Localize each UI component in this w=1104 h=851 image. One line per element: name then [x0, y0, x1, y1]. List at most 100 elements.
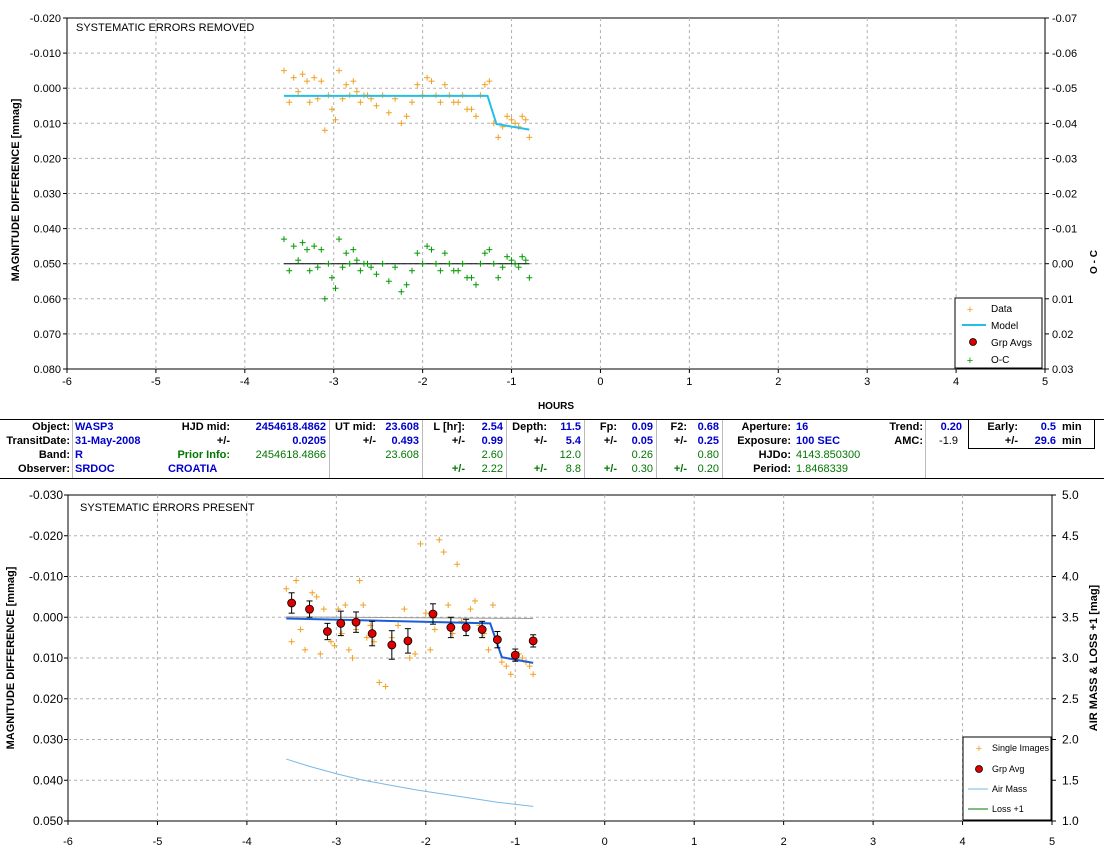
group-average-point — [287, 598, 297, 608]
ut-mid-value: 23.608 — [385, 421, 419, 433]
early-error-unit: min — [1062, 435, 1082, 447]
pm-label: +/- — [451, 463, 465, 475]
early-label: Early: — [987, 421, 1018, 433]
fp-value: 0.09 — [631, 421, 653, 433]
group-average-point — [528, 636, 538, 646]
y2-tick-label: 0.01 — [1052, 294, 1073, 306]
x-tick-label: 3 — [864, 376, 870, 388]
y-tick-label: 0.080 — [33, 364, 61, 376]
y-tick-label: 0.010 — [33, 651, 63, 665]
group-average-point — [305, 604, 314, 614]
prior-f2-error-value: 0.20 — [697, 463, 719, 475]
legend-grp-avgs: Grp Avgs — [991, 338, 1032, 349]
legend: + Data Model Grp Avgs + O-C — [954, 297, 1043, 369]
systematic-errors-present-chart: -6 -5 -4 -3 -2 -1 0 1 2 3 4 5 -0.030 -0.020 -0.010 0.00… — [0, 479, 1104, 851]
y2-tick-label: 0.02 — [1052, 329, 1073, 341]
plus-marker-icon: + — [967, 304, 973, 316]
y-axis-label: MAGNITUDE DIFFERENCE [mmag] — [5, 566, 17, 749]
y2-tick-label: -0.02 — [1052, 189, 1077, 201]
y-axis-label: MAGNITUDE DIFFERENCE [mmag] — [10, 98, 22, 281]
pm-label: +/- — [362, 435, 376, 447]
reference-line — [286, 616, 534, 619]
legend-model: Model — [991, 321, 1018, 332]
y-tick-label: 0.020 — [33, 692, 63, 706]
ut-mid-label: UT mid: — [335, 421, 376, 433]
y-tick-label: 0.050 — [33, 259, 61, 271]
x-tick-label: 5 — [1049, 836, 1055, 848]
y2-tick-label: -0.07 — [1052, 13, 1077, 25]
x-tick-label: -4 — [242, 836, 252, 848]
hjd-mid-label: HJD mid: — [181, 421, 230, 433]
y-tick-label: 0.010 — [33, 118, 61, 130]
object-value: WASP3 — [75, 421, 114, 433]
x-tick-label: -4 — [240, 376, 250, 388]
trend-value: 0.20 — [940, 421, 962, 433]
duration-error-value: 0.99 — [481, 435, 503, 447]
x-tick-label: -6 — [62, 376, 72, 388]
group-average-point — [477, 625, 487, 634]
y-tick-label: -0.010 — [30, 48, 61, 60]
x-tick-label: 1 — [691, 836, 697, 848]
period-value: 1.8468339 — [796, 463, 848, 475]
y-tick-label: 0.040 — [33, 224, 61, 236]
y-tick-label: 0.030 — [33, 733, 63, 747]
y-tick-label: -0.030 — [29, 488, 63, 502]
plus-marker-icon: + — [967, 355, 973, 367]
y2-axis-label: AIR MASS & LOSS +1 [mag] — [1088, 584, 1100, 731]
pm-label: +/- — [603, 435, 617, 447]
y2-tick-label: 4.0 — [1062, 570, 1079, 584]
hjdo-label: HJDo: — [758, 449, 791, 461]
plus-marker-icon: + — [976, 743, 982, 755]
transit-info-table: Object: WASP3 HJD mid: 2454618.4862 UT m… — [0, 419, 1104, 479]
x-tick-label: -1 — [510, 836, 520, 848]
x-tick-label: 3 — [870, 836, 876, 848]
exposure-label: Exposure: — [737, 435, 791, 447]
depth-error-value: 5.4 — [565, 435, 581, 447]
air-mass-line — [286, 758, 534, 807]
y-tick-label: -0.020 — [29, 529, 63, 543]
depth-value: 11.5 — [560, 421, 581, 433]
prior-fp-value: 0.26 — [631, 449, 653, 461]
pm-label: +/- — [533, 435, 547, 447]
y2-tick-label: 2.0 — [1062, 733, 1079, 747]
transit-date-value: 31-May-2008 — [75, 435, 141, 447]
amc-value: -1.9 — [939, 435, 958, 447]
y2-tick-label: -0.06 — [1052, 48, 1077, 60]
object-label: Object: — [32, 421, 70, 433]
exposure-value: 100 SEC — [796, 435, 841, 447]
group-average-point — [492, 635, 502, 645]
x-tick-label: -3 — [331, 836, 341, 848]
x-tick-label: -2 — [421, 836, 431, 848]
y2-tick-label: 3.5 — [1062, 610, 1079, 624]
x-tick-label: 0 — [597, 376, 603, 388]
x-tick-label: 4 — [953, 376, 959, 388]
pm-label: +/- — [673, 435, 687, 447]
prior-depth-error-value: 8.8 — [565, 463, 581, 475]
legend-air-mass: Air Mass — [992, 784, 1028, 794]
y2-tick-label: 4.5 — [1062, 529, 1079, 543]
pm-label: +/- — [1004, 435, 1018, 447]
f2-error-value: 0.25 — [697, 435, 719, 447]
circle-marker-icon — [969, 338, 977, 346]
y2-tick-label: 3.0 — [1062, 651, 1079, 665]
x-tick-label: -6 — [63, 836, 73, 848]
prior-f2-value: 0.80 — [697, 449, 719, 461]
aperture-label: Aperture: — [741, 421, 791, 433]
y2-tick-label: -0.04 — [1052, 118, 1077, 130]
x-tick-label: -2 — [418, 376, 428, 388]
model-line — [283, 94, 530, 131]
prior-fp-error-value: 0.30 — [631, 463, 653, 475]
x-axis-label: HOURS — [538, 401, 574, 412]
x-tick-label: -3 — [329, 376, 339, 388]
x-tick-label: 2 — [775, 376, 781, 388]
pm-label: +/- — [451, 435, 465, 447]
prior-duration-value: 2.60 — [481, 449, 503, 461]
y2-tick-label: -0.05 — [1052, 83, 1077, 95]
legend-loss: Loss +1 — [992, 804, 1024, 814]
prior-hjd-value: 2454618.4866 — [255, 449, 326, 461]
group-average-point — [428, 609, 438, 619]
observer-label: Observer: — [18, 463, 70, 475]
transit-date-label: TransitDate: — [6, 435, 70, 447]
x-tick-label: -5 — [153, 836, 163, 848]
